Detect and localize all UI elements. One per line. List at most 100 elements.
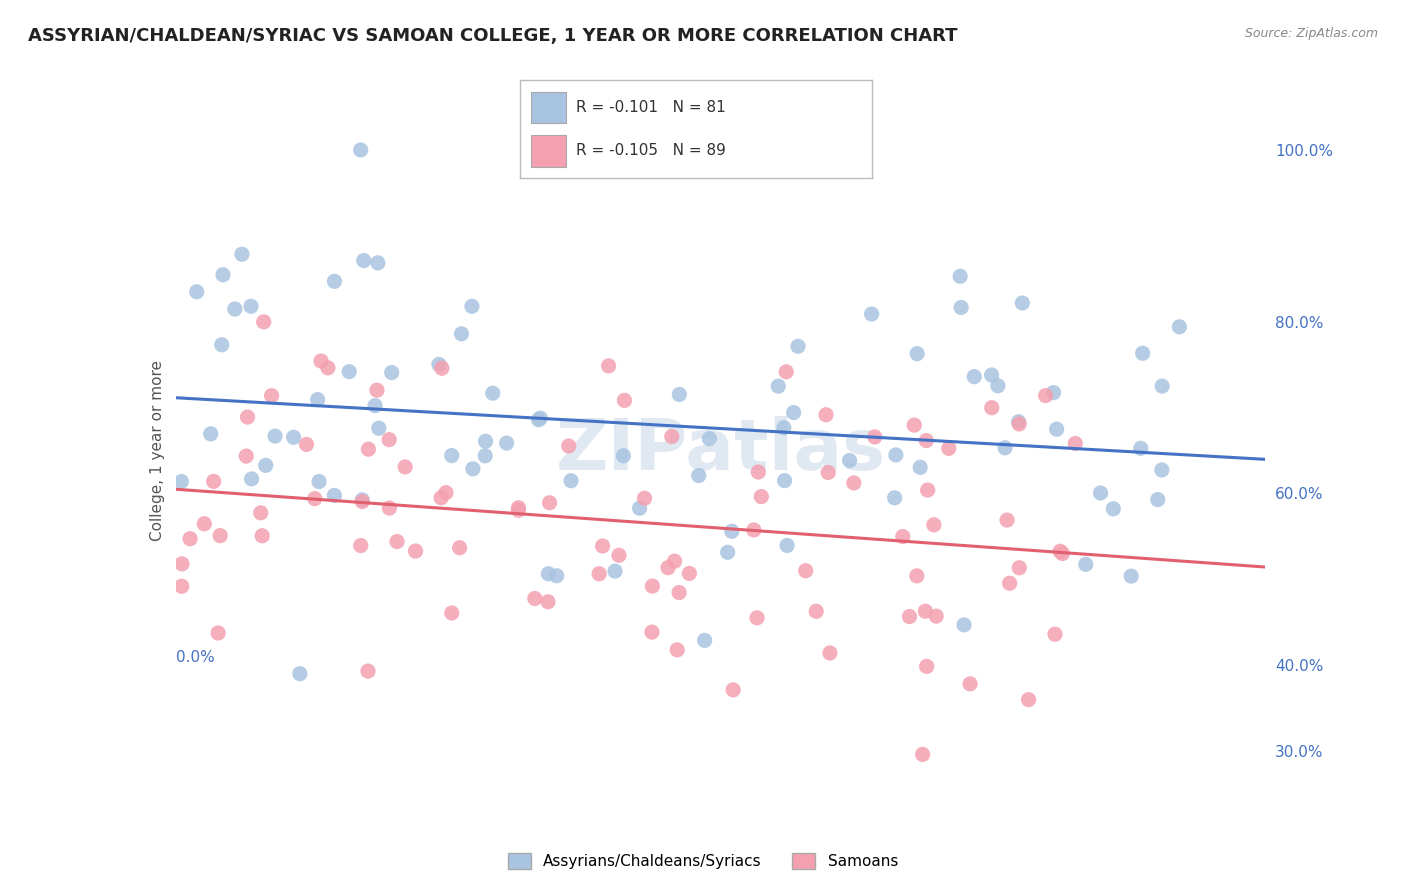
Point xyxy=(434,485,457,500)
Point xyxy=(787,339,810,353)
Point xyxy=(980,401,1002,415)
Point xyxy=(364,399,387,413)
Point xyxy=(666,643,689,657)
Point xyxy=(1132,346,1154,360)
Point xyxy=(914,604,936,618)
Point xyxy=(794,564,817,578)
Point xyxy=(782,406,804,420)
Point xyxy=(405,544,427,558)
Point xyxy=(461,462,484,476)
Point xyxy=(905,569,928,583)
Point xyxy=(249,506,271,520)
Point xyxy=(209,528,232,542)
Point xyxy=(925,609,948,624)
Point xyxy=(1150,463,1173,477)
Point xyxy=(450,326,472,341)
Point xyxy=(537,566,560,581)
Point xyxy=(678,566,700,581)
Point xyxy=(838,453,860,467)
Point xyxy=(994,441,1017,455)
Point xyxy=(661,429,683,443)
Point xyxy=(560,474,582,488)
Point xyxy=(749,490,772,504)
Point xyxy=(664,554,686,568)
Point xyxy=(558,439,581,453)
Point xyxy=(350,143,373,157)
Point xyxy=(641,625,664,640)
Point xyxy=(953,618,976,632)
Point xyxy=(1074,558,1097,572)
Point xyxy=(987,379,1010,393)
Y-axis label: College, 1 year or more: College, 1 year or more xyxy=(149,360,165,541)
Point xyxy=(357,442,380,457)
Point xyxy=(527,413,550,427)
Point xyxy=(212,268,235,282)
Point xyxy=(884,448,907,462)
Point xyxy=(240,472,263,486)
Point xyxy=(538,496,561,510)
Point xyxy=(461,299,484,313)
Point xyxy=(170,579,193,593)
Point xyxy=(236,410,259,425)
Text: R = -0.101   N = 81: R = -0.101 N = 81 xyxy=(576,100,727,115)
Point xyxy=(207,626,229,640)
Point xyxy=(628,501,651,516)
Point xyxy=(772,421,794,435)
Point xyxy=(283,430,305,444)
Point xyxy=(1008,560,1031,574)
Point xyxy=(693,633,716,648)
Point xyxy=(323,274,346,288)
Bar xyxy=(531,92,565,123)
Point xyxy=(963,369,986,384)
Point xyxy=(508,503,530,517)
Point xyxy=(860,307,883,321)
Point xyxy=(775,365,797,379)
Point xyxy=(366,383,388,397)
Point xyxy=(612,449,634,463)
Point xyxy=(308,475,330,489)
Point xyxy=(905,346,928,360)
Bar xyxy=(531,136,565,167)
Point xyxy=(367,256,389,270)
Point xyxy=(863,430,886,444)
Point xyxy=(668,387,690,401)
Point xyxy=(235,449,257,463)
Point xyxy=(1168,319,1191,334)
Point xyxy=(200,426,222,441)
Point xyxy=(1046,422,1069,436)
Point xyxy=(381,366,404,380)
Point xyxy=(688,468,710,483)
Point xyxy=(231,247,253,261)
Point xyxy=(1049,544,1071,558)
Point xyxy=(1035,389,1057,403)
Point xyxy=(633,491,655,506)
Point xyxy=(657,560,679,574)
Point xyxy=(668,585,690,599)
Point xyxy=(288,666,311,681)
Point xyxy=(523,591,546,606)
Point xyxy=(898,609,921,624)
Point xyxy=(367,421,389,435)
Point xyxy=(592,539,614,553)
Point xyxy=(449,541,471,555)
Point xyxy=(474,449,496,463)
Point xyxy=(430,361,453,376)
Point xyxy=(170,557,193,571)
Point xyxy=(598,359,620,373)
Point xyxy=(588,566,610,581)
Point xyxy=(316,360,339,375)
Point xyxy=(474,434,496,449)
Point xyxy=(202,475,225,489)
Point xyxy=(938,442,960,456)
Point xyxy=(440,606,463,620)
Point xyxy=(350,539,373,553)
Legend: Assyrians/Chaldeans/Syriacs, Samoans: Assyrians/Chaldeans/Syriacs, Samoans xyxy=(502,847,904,875)
Point xyxy=(352,494,374,508)
Point xyxy=(430,491,453,505)
Point xyxy=(337,365,360,379)
Point xyxy=(1042,385,1064,400)
Point xyxy=(773,474,796,488)
Point xyxy=(747,465,769,479)
Point xyxy=(745,611,768,625)
Text: R = -0.105   N = 89: R = -0.105 N = 89 xyxy=(576,144,727,159)
